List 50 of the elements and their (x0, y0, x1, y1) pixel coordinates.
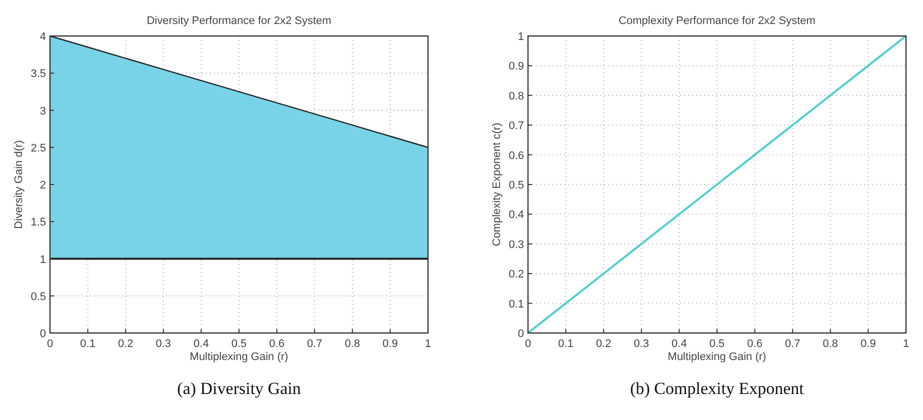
y-tick-label: 1.5 (30, 216, 46, 229)
y-tick-label: 0.4 (508, 209, 524, 222)
y-tick-label: 0.9 (508, 60, 524, 73)
x-tick-label: 1 (902, 338, 910, 350)
x-axis-title: Multiplexing Gain (r) (668, 351, 766, 363)
x-tick-label: 0.5 (231, 338, 247, 350)
line-series (49, 35, 429, 148)
y-tick-label: 3.5 (30, 68, 46, 80)
y-tick-label: 0 (518, 328, 524, 340)
y-tick-label: 0.6 (508, 150, 524, 162)
x-tick-label: 0.3 (634, 338, 650, 350)
x-tick-label: 0.9 (860, 338, 876, 350)
y-tick-label: 0 (40, 328, 46, 340)
text: (b) Complexity Exponent (630, 379, 804, 398)
y-tick-label: 2 (40, 180, 46, 192)
y-axis-title: Complexity Exponent c(r) (491, 122, 503, 246)
y-tick-label: 0.2 (508, 268, 524, 281)
y-tick-label: 0.5 (30, 290, 46, 303)
x-tick-label: 0.4 (672, 338, 687, 350)
x-tick-label: 0.9 (382, 338, 398, 350)
x-tick-label: 0.8 (344, 338, 360, 350)
y-tick-label: 1 (40, 254, 46, 266)
chart-title: Diversity Performance for 2x2 System (146, 15, 332, 27)
x-tick-label: 0.2 (118, 338, 134, 350)
x-tick-label: 0.1 (80, 338, 96, 350)
y-tick-label: 2.5 (30, 142, 46, 154)
y-tick-label: 3 (40, 105, 46, 118)
text: (a) Diversity Gain (177, 379, 302, 398)
y-tick-label: 0.3 (508, 238, 524, 251)
x-tick-label: 0.5 (709, 338, 725, 350)
y-tick-label: 1 (518, 31, 524, 43)
y-tick-label: 0.5 (508, 180, 524, 192)
line-series (527, 35, 907, 334)
y-tick-label: 4 (40, 31, 46, 43)
x-tick-label: 0.3 (156, 338, 172, 350)
y-tick-label: 0.1 (508, 298, 524, 310)
x-tick-label: 0.8 (822, 338, 838, 350)
x-tick-label: 0.6 (269, 338, 284, 350)
x-axis-title: Multiplexing Gain (r) (190, 351, 288, 363)
y-axis-title: Diversity Gain d(r) (13, 140, 25, 229)
x-tick-label: 0.7 (784, 338, 800, 350)
chart-title: Complexity Performance for 2x2 System (618, 15, 816, 27)
x-tick-label: 0.6 (747, 338, 762, 350)
x-tick-label: 0.2 (596, 338, 612, 350)
x-tick-label: 0.4 (194, 338, 209, 350)
y-tick-label: 0.8 (508, 90, 524, 102)
x-tick-label: 0.7 (306, 338, 322, 350)
x-tick-label: 1 (424, 338, 432, 350)
x-tick-label: 0.1 (558, 338, 574, 350)
y-tick-label: 0.7 (508, 120, 524, 132)
